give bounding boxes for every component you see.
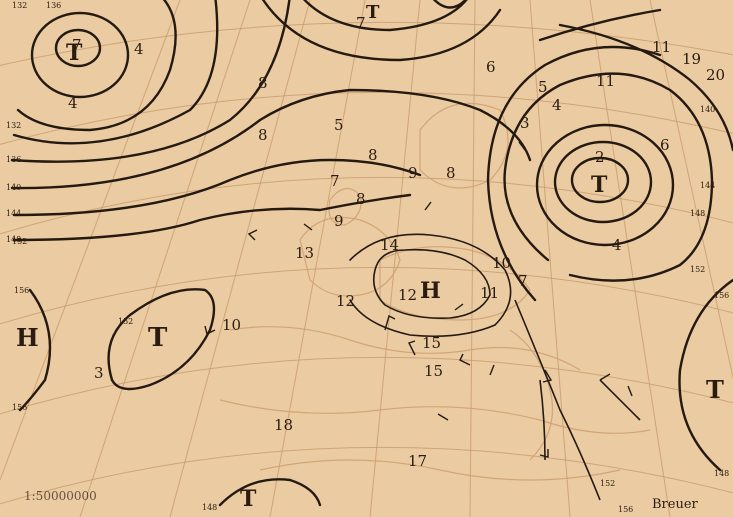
svg-text:148: 148 xyxy=(690,209,705,218)
high-symbol: H xyxy=(420,278,441,304)
svg-text:3: 3 xyxy=(520,114,530,132)
svg-text:19: 19 xyxy=(682,50,701,68)
svg-text:17: 17 xyxy=(408,452,427,470)
low-symbol: T xyxy=(706,375,724,404)
svg-text:11: 11 xyxy=(652,38,671,56)
svg-text:7: 7 xyxy=(330,172,340,190)
svg-text:3: 3 xyxy=(94,364,104,382)
svg-text:8: 8 xyxy=(368,146,378,164)
wind-barbs xyxy=(204,141,633,458)
svg-text:152: 152 xyxy=(12,237,27,246)
svg-text:12: 12 xyxy=(398,286,417,304)
svg-text:13: 13 xyxy=(295,244,314,262)
low-symbol: T xyxy=(148,323,168,353)
svg-text:8: 8 xyxy=(356,190,366,208)
svg-text:14: 14 xyxy=(380,236,399,254)
svg-text:2: 2 xyxy=(595,148,605,166)
svg-text:20: 20 xyxy=(706,66,725,84)
map-scale-text: 1:50000000 xyxy=(24,489,97,503)
svg-text:5: 5 xyxy=(538,78,548,96)
svg-text:15: 15 xyxy=(422,334,441,352)
svg-text:6: 6 xyxy=(660,136,670,154)
svg-text:140: 140 xyxy=(700,105,715,114)
svg-text:8: 8 xyxy=(446,164,456,182)
high-symbol: H xyxy=(16,323,39,352)
map-author-signature: Breuer xyxy=(652,497,699,512)
svg-text:156: 156 xyxy=(618,505,633,514)
svg-text:8: 8 xyxy=(258,74,268,92)
svg-text:12: 12 xyxy=(336,292,355,310)
svg-text:156: 156 xyxy=(714,291,729,300)
svg-text:4: 4 xyxy=(552,96,562,114)
svg-text:4: 4 xyxy=(134,40,144,58)
svg-text:152: 152 xyxy=(118,317,133,326)
svg-text:148: 148 xyxy=(202,503,217,512)
svg-text:6: 6 xyxy=(486,58,496,76)
svg-text:7: 7 xyxy=(72,36,82,54)
low-symbol: T xyxy=(366,2,380,23)
svg-text:10: 10 xyxy=(222,316,241,334)
svg-text:4: 4 xyxy=(68,94,78,112)
low-symbol: T xyxy=(240,486,257,512)
low-symbol: T xyxy=(591,172,608,198)
svg-text:136: 136 xyxy=(46,1,61,10)
svg-text:148: 148 xyxy=(714,469,729,478)
station-values: 7 4 4 8 8 5 8 7 9 8 8 9 7 6 5 4 3 2 4 6 … xyxy=(68,14,725,470)
pressure-centers: T T T T T T H H xyxy=(16,2,724,512)
svg-text:156: 156 xyxy=(12,403,27,412)
svg-text:136: 136 xyxy=(6,155,21,164)
svg-text:9: 9 xyxy=(408,164,418,182)
svg-text:7: 7 xyxy=(356,14,366,32)
svg-text:140: 140 xyxy=(6,183,21,192)
svg-text:11: 11 xyxy=(596,72,615,90)
svg-text:9: 9 xyxy=(334,212,344,230)
svg-text:5: 5 xyxy=(334,116,344,134)
svg-text:152: 152 xyxy=(690,265,705,274)
svg-text:144: 144 xyxy=(700,181,715,190)
coastlines xyxy=(219,102,651,481)
low-symbol: T xyxy=(66,40,83,66)
svg-text:10: 10 xyxy=(492,254,511,272)
svg-text:132: 132 xyxy=(12,1,27,10)
svg-text:15: 15 xyxy=(424,362,443,380)
svg-text:18: 18 xyxy=(274,416,293,434)
svg-text:4: 4 xyxy=(612,236,622,254)
svg-text:132: 132 xyxy=(6,121,21,130)
isobars xyxy=(10,0,733,507)
svg-text:152: 152 xyxy=(600,479,615,488)
svg-text:7: 7 xyxy=(518,272,528,290)
svg-text:144: 144 xyxy=(6,209,21,218)
svg-text:156: 156 xyxy=(14,286,29,295)
svg-text:8: 8 xyxy=(258,126,268,144)
isobar-labels: 132 136 140 144 148 152 156 152 156 132 … xyxy=(6,1,729,514)
svg-text:148: 148 xyxy=(6,235,21,244)
svg-text:11: 11 xyxy=(480,284,499,302)
